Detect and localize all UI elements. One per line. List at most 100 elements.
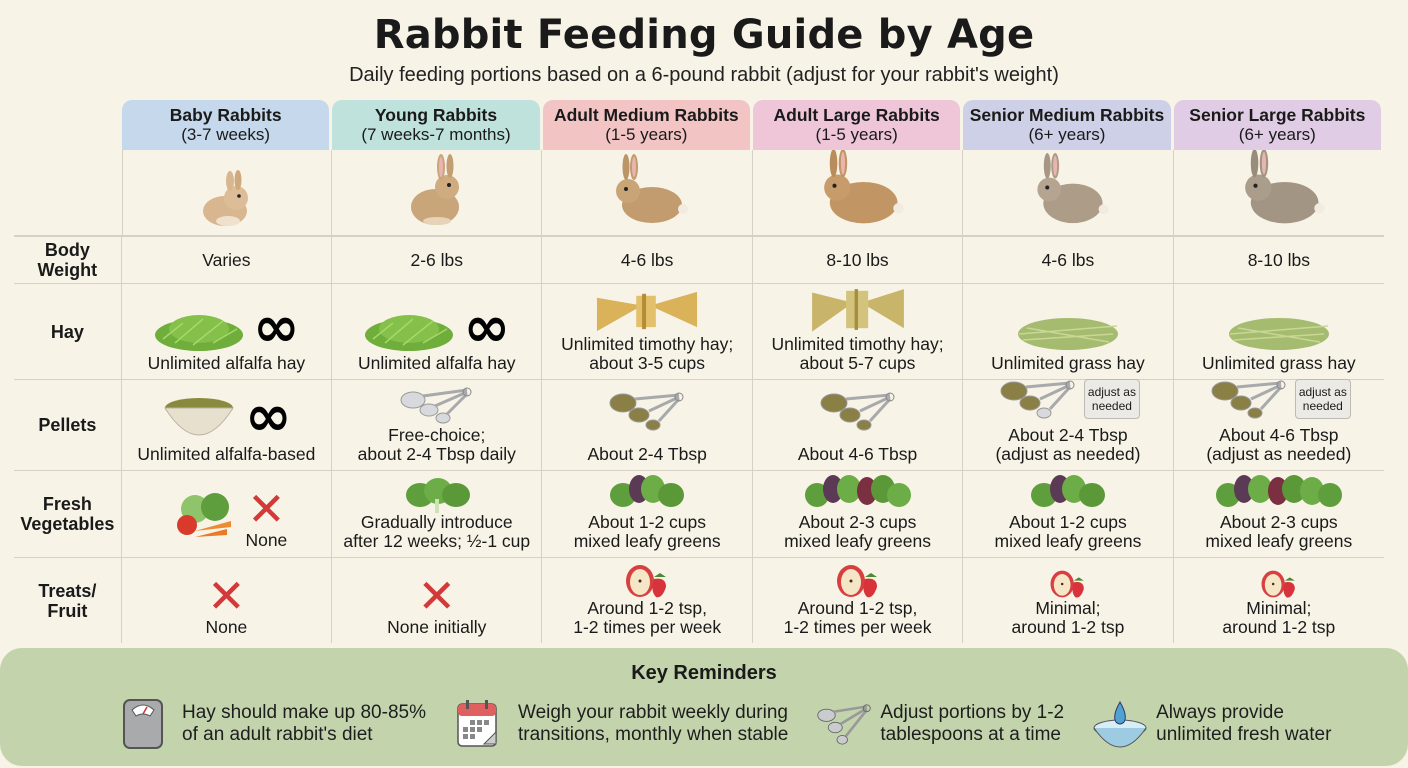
body-weight-cell: 8-10 lbs: [1247, 249, 1310, 270]
measuring-spoons-pellets-icon: [820, 392, 895, 431]
measuring-spoons-pellets-icon: [609, 392, 684, 431]
infinity-icon: ∞: [463, 295, 511, 360]
column-name: Senior Medium Rabbits: [969, 105, 1165, 125]
hay-cell: Unlimited timothy hay; about 5-7 cups: [753, 284, 964, 379]
none-x-icon: ✕: [417, 569, 457, 623]
hay-row: Hay ∞ Unlimited alfalfa hay ∞ Unlimited …: [14, 284, 1384, 380]
column-name: Baby Rabbits: [169, 105, 282, 125]
page-title: Rabbit Feeding Guide by Age: [373, 12, 1035, 58]
grass-hay-icon: [1228, 318, 1329, 350]
hay-cell: Unlimited timothy hay; about 3-5 cups: [542, 284, 753, 379]
leafy-greens-icon: [1030, 475, 1105, 507]
reminder-item: Adjust portions by 1-2 tablespoons at a t…: [816, 696, 1064, 752]
column-header-senior-large: Senior Large Rabbits (6+ years): [1173, 100, 1381, 150]
vegetables-cell: About 2-3 cups mixed leafy greens: [1174, 471, 1384, 557]
body-weight-cell: Varies: [122, 237, 333, 283]
scale-icon: [123, 699, 163, 749]
hay-cell: Unlimited grass hay: [1174, 284, 1384, 379]
measuring-spoons-icon: [400, 387, 472, 424]
body-weight-cell: 4-6 lbs: [963, 237, 1174, 283]
treats-cell: Around 1-2 tsp, 1-2 times per week: [542, 558, 753, 643]
leafy-greens-icon: [1215, 475, 1342, 507]
apple-strawberry-icon: [1050, 570, 1084, 598]
pellets-cell: ∞ Unlimited alfalfa-based: [122, 380, 333, 470]
leafy-greens-icon: [610, 475, 685, 507]
column-header-baby: Baby Rabbits (3-7 weeks): [122, 100, 330, 150]
column-header-adult-large: Adult Large Rabbits (1-5 years): [752, 100, 961, 150]
treats-cell: Around 1-2 tsp, 1-2 times per week: [753, 558, 964, 643]
column-name: Senior Large Rabbits: [1189, 105, 1366, 125]
pellets-cell: Free-choice; about 2-4 Tbsp daily: [332, 380, 543, 470]
reminder-item: Always provide unlimited fresh water: [1092, 696, 1331, 752]
vegetables-cell: ✕ None: [122, 471, 333, 557]
column-name: Young Rabbits: [374, 105, 498, 125]
hay-text: Unlimited alfalfa hay: [147, 353, 306, 373]
key-reminders-panel: Key Reminders Hay should make up 80-85% o…: [0, 648, 1408, 766]
pellets-row: Pellets ∞ Unlimited alfalfa-based Free-c…: [14, 379, 1384, 471]
rabbit-image-row: [14, 150, 1384, 236]
young-rabbit-icon: [410, 154, 459, 225]
column-name: Adult Large Rabbits: [773, 105, 940, 125]
column-age: (6+ years): [1028, 125, 1106, 144]
leafy-greens-icon: [405, 478, 470, 513]
baby-rabbit-icon: [202, 170, 248, 226]
body-weight-cell: 4-6 lbs: [542, 237, 753, 283]
column-age: (1-5 years): [815, 125, 898, 144]
column-headers: Baby Rabbits (3-7 weeks) Young Rabbits (…: [14, 100, 1384, 150]
hay-cell: Unlimited grass hay: [963, 284, 1174, 379]
key-reminders-title: Key Reminders: [631, 662, 777, 684]
timothy-hay-bundle-icon: [597, 291, 698, 332]
body-weight-cell: 2-6 lbs: [332, 237, 543, 283]
adult-large-rabbit-icon: [823, 150, 904, 224]
measuring-spoons-icon: [817, 704, 872, 745]
senior-medium-rabbit-icon: [1037, 152, 1109, 224]
vegetables-cell: About 1-2 cups mixed leafy greens: [963, 471, 1174, 557]
hay-cell: ∞ Unlimited alfalfa hay: [332, 284, 543, 379]
infinity-icon: ∞: [253, 295, 300, 360]
column-name: Adult Medium Rabbits: [553, 105, 739, 125]
timothy-hay-bundle-icon: [811, 289, 904, 332]
pellets-cell: About 2-4 Tbsp: [542, 380, 753, 470]
calendar-icon: [457, 700, 497, 747]
row-label-body-weight: Body Weight: [14, 237, 122, 283]
apple-strawberry-icon: [1261, 570, 1295, 598]
water-bowl-icon: [1093, 700, 1147, 748]
adjust-note-badge: adjust as needed: [1083, 379, 1140, 419]
reminder-item: Hay should make up 80-85% of an adult rab…: [118, 696, 426, 752]
grass-hay-icon: [1017, 318, 1118, 350]
page-subtitle: Daily feeding portions based on a 6-poun…: [349, 64, 1059, 86]
measuring-spoons-pellets-icon: [1000, 380, 1075, 419]
row-label-vegetables: Fresh Vegetables: [14, 471, 122, 557]
none-x-icon: ✕: [247, 481, 286, 536]
apple-strawberry-icon: [626, 565, 667, 598]
senior-large-rabbit-icon: [1244, 150, 1325, 224]
treats-cell: ✕ None: [122, 558, 333, 643]
hay-cell: ∞ Unlimited alfalfa hay: [122, 284, 333, 379]
vegetables-cell: About 2-3 cups mixed leafy greens: [753, 471, 964, 557]
adjust-note-badge: adjust as needed: [1294, 379, 1351, 419]
alfalfa-hay-icon: [155, 315, 244, 351]
column-age: (1-5 years): [605, 125, 688, 144]
alfalfa-hay-icon: [365, 315, 454, 351]
treats-cell: Minimal; around 1-2 tsp: [963, 558, 1174, 643]
vegetables-row: Fresh Vegetables ✕ None Gradually introdu…: [14, 471, 1384, 558]
column-age: (3-7 weeks): [181, 125, 271, 144]
pellets-cell: adjust as needed About 4-6 Tbsp (adjust …: [1174, 379, 1384, 470]
pellets-cell: About 4-6 Tbsp: [753, 380, 964, 470]
column-header-adult-medium: Adult Medium Rabbits (1-5 years): [542, 100, 750, 150]
vegetables-cell: About 1-2 cups mixed leafy greens: [542, 471, 753, 557]
body-weight-cell: 8-10 lbs: [753, 237, 964, 283]
hay-text: Unlimited alfalfa hay: [357, 353, 516, 373]
row-label-treats: Treats/Fruit: [14, 558, 122, 643]
vegetables-cell: Gradually introduce after 12 weeks; ½-1 …: [332, 471, 543, 557]
column-header-young: Young Rabbits (7 weeks-7 months): [332, 100, 540, 150]
infinity-icon: ∞: [245, 384, 292, 449]
adult-medium-rabbit-icon: [616, 154, 689, 223]
feeding-table: Baby Rabbits (3-7 weeks) Young Rabbits (…: [14, 100, 1384, 643]
measuring-spoons-pellets-icon: [1211, 380, 1286, 419]
column-header-senior-medium: Senior Medium Rabbits (6+ years): [963, 100, 1171, 150]
mixed-vegetables-icon: [177, 493, 232, 537]
treats-cell: Minimal; around 1-2 tsp: [1174, 558, 1384, 643]
column-age: (6+ years): [1238, 125, 1316, 144]
leafy-greens-icon: [804, 475, 911, 507]
